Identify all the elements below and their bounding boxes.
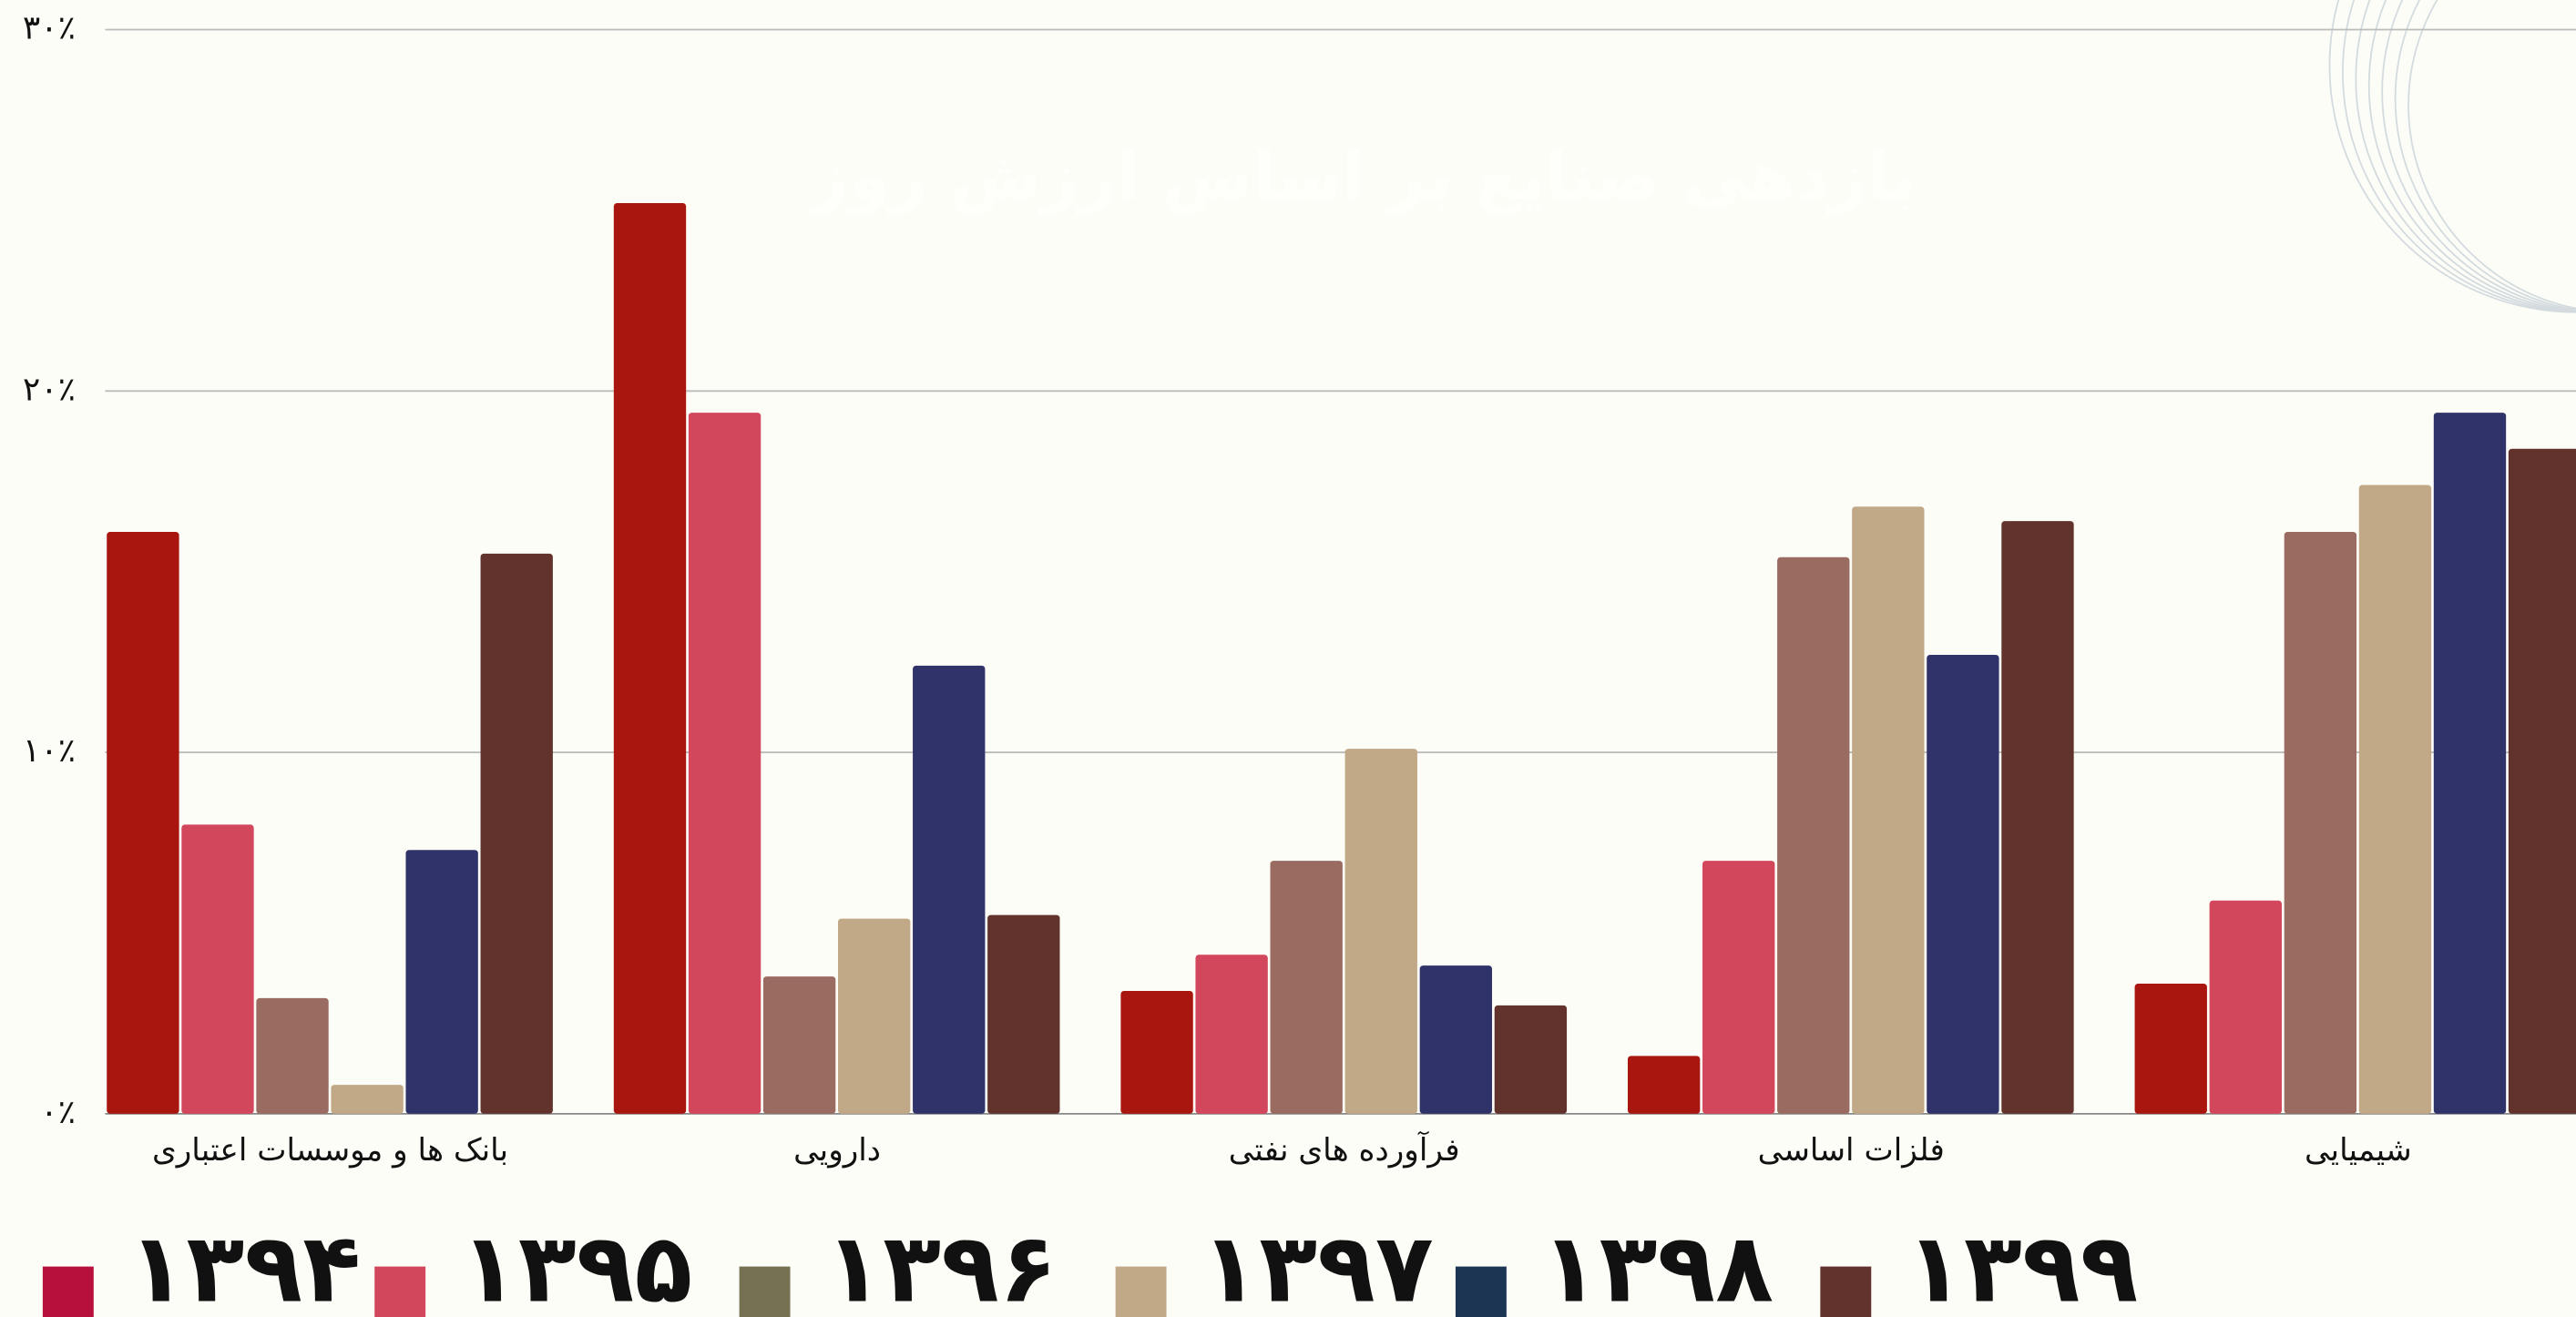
x-tick-label: فلزات اساسی (1758, 1132, 1945, 1169)
bar (688, 413, 762, 1114)
bar (331, 1085, 404, 1114)
legend-swatch (739, 1266, 791, 1317)
legend-label: ۱۳۹۵ (460, 1212, 692, 1317)
y-tick-label: ۰٪ (40, 1093, 76, 1131)
x-tick-label: شیمیایی (2305, 1132, 2412, 1169)
bar (1852, 506, 1925, 1114)
bar (2001, 521, 2074, 1114)
chart-title: بازدهی صنایع بر اساس ارزش روز (808, 138, 1916, 215)
y-tick-label: ۳۰٪ (23, 9, 76, 47)
x-tick-label: فرآورده های نفتی (1229, 1130, 1460, 1169)
bar (838, 918, 911, 1114)
bar (2508, 448, 2576, 1114)
bar (762, 976, 836, 1114)
bar (913, 665, 986, 1114)
y-tick-label: ۱۰٪ (23, 731, 76, 770)
bar (2134, 984, 2207, 1114)
bar (480, 553, 553, 1114)
legend-label: ۱۳۹۸ (1541, 1212, 1774, 1317)
bar (1120, 990, 1193, 1114)
legend-swatch (42, 1266, 94, 1317)
x-tick-label: دارویی (793, 1132, 881, 1169)
y-tick-label: ۲۰٪ (23, 370, 76, 408)
bar (613, 202, 687, 1114)
bar (181, 824, 254, 1114)
x-tick-label: بانک ها و موسسات اعتباری (152, 1132, 508, 1169)
legend-swatch (1455, 1266, 1507, 1317)
bar (2284, 532, 2357, 1114)
legend-label: ۱۳۹۶ (824, 1212, 1057, 1317)
legend-swatch (1115, 1266, 1167, 1317)
legend-swatch (374, 1266, 426, 1317)
bar (1419, 965, 1493, 1114)
bar (1777, 556, 1850, 1114)
legend-label: ۱۳۹۹ (1906, 1212, 2138, 1317)
bar (1927, 654, 1999, 1114)
bar (1344, 749, 1417, 1114)
bar (1494, 1005, 1568, 1114)
bar (2358, 485, 2432, 1114)
legend-swatch (1820, 1266, 1872, 1317)
bar (1627, 1056, 1701, 1114)
bar (1195, 955, 1268, 1114)
bar (1702, 861, 1775, 1114)
bar (256, 997, 329, 1114)
bar (987, 914, 1060, 1114)
decoration (2328, 0, 2576, 313)
bar (107, 532, 179, 1114)
bar (405, 850, 478, 1114)
bar (2433, 413, 2507, 1114)
bar (2209, 900, 2282, 1114)
legend-label: ۱۳۹۴ (128, 1212, 361, 1317)
bar (1270, 861, 1343, 1114)
legend-label: ۱۳۹۷ (1201, 1212, 1433, 1317)
